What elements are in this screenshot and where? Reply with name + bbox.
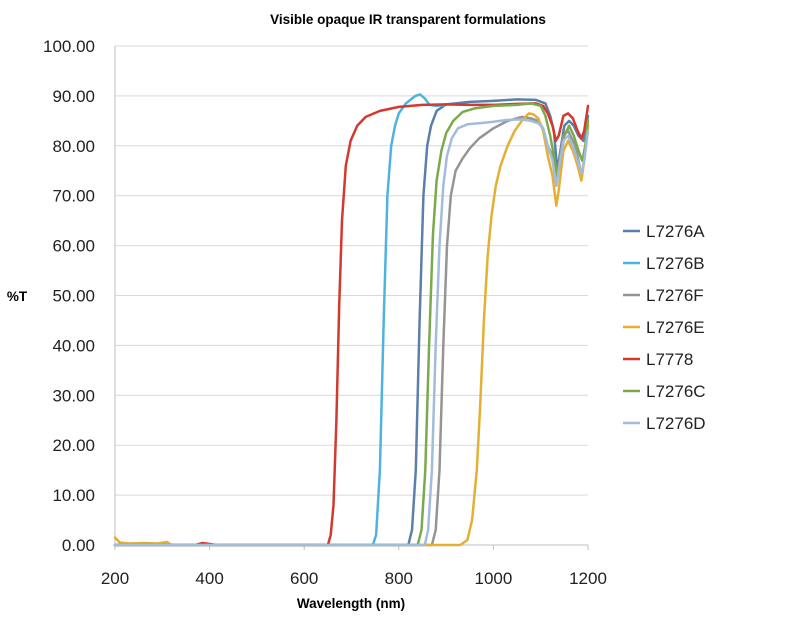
y-tick-label: 20.00: [52, 436, 95, 455]
x-tick-label: 1200: [569, 569, 607, 588]
series-line-l7276b: [113, 93, 448, 547]
y-tick-label: 100.00: [43, 37, 95, 56]
legend-label: L7276A: [646, 222, 705, 241]
legend-item: L7778: [623, 350, 693, 369]
x-axis-label: Wavelength (nm): [297, 596, 405, 611]
legend-item: L7276C: [623, 382, 706, 401]
y-tick-label: 50.00: [52, 287, 95, 306]
x-tick-label: 400: [195, 569, 223, 588]
y-tick-labels: 0.00 10.00 20.00 30.00 40.00 50.00 60.00 70.00 8…: [43, 37, 95, 555]
legend-item: L7276E: [623, 318, 705, 337]
plot-lines: [113, 93, 590, 547]
legend-label: L7276B: [646, 254, 705, 273]
axes: [114, 46, 589, 550]
chart-title: Visible opaque IR transparent formulatio…: [270, 12, 546, 27]
y-axis-label: %T: [7, 289, 28, 304]
legend-label: L7778: [646, 350, 693, 369]
legend-item: L7276B: [623, 254, 705, 273]
y-tick-label: 90.00: [52, 87, 95, 106]
legend-item: L7276F: [623, 286, 704, 305]
legend-item: L7276A: [623, 222, 705, 241]
series-line-l7276c: [113, 102, 590, 547]
y-tick-label: 70.00: [52, 187, 95, 206]
series-line-l7276e: [113, 112, 590, 547]
x-tick-labels: 200 400 600 800 1000 1200: [101, 569, 607, 588]
legend: L7276A L7276B L7276F L7276E L7778 L7276C L7276…: [623, 222, 706, 433]
series-line-l7276a: [113, 98, 590, 547]
y-tick-label: 80.00: [52, 137, 95, 156]
x-tick-label: 600: [290, 569, 318, 588]
y-tick-label: 60.00: [52, 237, 95, 256]
x-tick-label: 1000: [474, 569, 512, 588]
legend-label: L7276F: [646, 286, 704, 305]
x-tick-label: 800: [385, 569, 413, 588]
y-tick-label: 0.00: [62, 536, 95, 555]
legend-label: L7276E: [646, 318, 705, 337]
series-line-l7778: [113, 102, 590, 547]
legend-label: L7276D: [646, 414, 706, 433]
legend-item: L7276D: [623, 414, 706, 433]
y-tick-label: 30.00: [52, 386, 95, 405]
y-tick-label: 40.00: [52, 336, 95, 355]
gridlines: [115, 45, 588, 496]
series-line-l7276d: [113, 118, 590, 547]
x-tick-label: 200: [101, 569, 129, 588]
y-tick-label: 10.00: [52, 486, 95, 505]
legend-label: L7276C: [646, 382, 706, 401]
series-line-l7276f: [113, 115, 590, 547]
